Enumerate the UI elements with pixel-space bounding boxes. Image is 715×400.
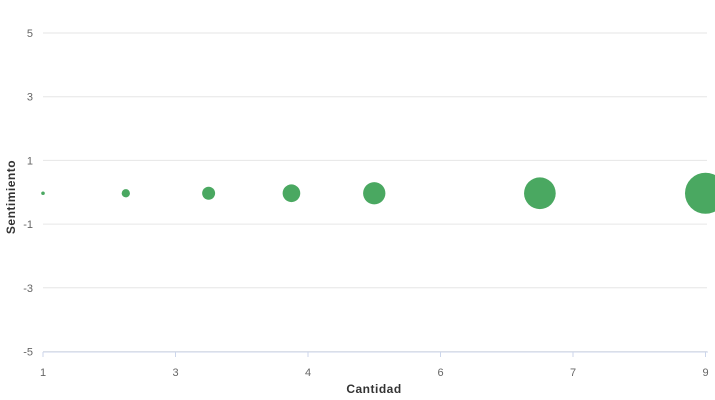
bubble[interactable] bbox=[202, 186, 216, 200]
bubble[interactable] bbox=[363, 182, 386, 205]
bubble[interactable] bbox=[524, 177, 556, 210]
y-tick-label: -5 bbox=[23, 347, 33, 359]
bubble[interactable] bbox=[282, 184, 301, 203]
y-tick-label: -1 bbox=[23, 219, 33, 231]
bubble[interactable] bbox=[41, 191, 45, 196]
x-tick-label: 3 bbox=[172, 367, 178, 379]
y-tick-label: 3 bbox=[27, 92, 33, 104]
x-axis-title: Cantidad bbox=[346, 382, 402, 396]
x-tick-label: 7 bbox=[570, 367, 576, 379]
x-tick-label: 9 bbox=[702, 367, 708, 379]
bubble[interactable] bbox=[121, 189, 130, 198]
y-tick-label: -3 bbox=[23, 283, 33, 295]
y-tick-label: 1 bbox=[27, 155, 33, 167]
y-tick-label: 5 bbox=[27, 28, 33, 40]
x-tick-label: 4 bbox=[305, 367, 311, 379]
x-tick-label: 1 bbox=[40, 367, 46, 379]
y-axis-title: Sentimiento bbox=[4, 159, 18, 235]
x-tick-label: 6 bbox=[437, 367, 443, 379]
bubble[interactable] bbox=[684, 172, 715, 214]
